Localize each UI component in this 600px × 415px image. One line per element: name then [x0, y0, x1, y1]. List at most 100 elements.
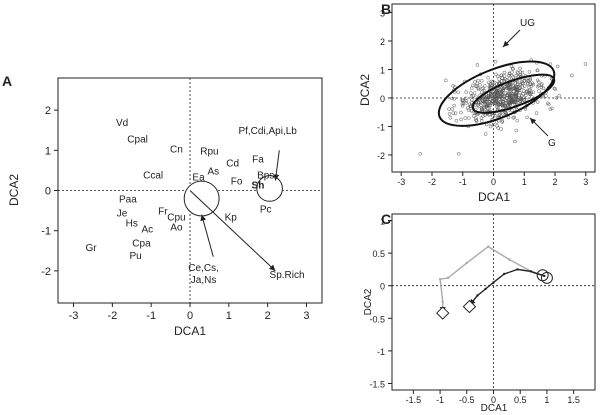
panel-b-point — [471, 93, 475, 98]
panel-b-point — [518, 90, 522, 95]
panel-b-group-label: UG — [520, 18, 535, 29]
panel-b-point — [529, 84, 533, 89]
panel-c-series-point — [465, 261, 468, 265]
panel-a-ytick-label: -1 — [41, 226, 51, 238]
panel-b-ytick-label: 1 — [380, 65, 385, 75]
panel-a-annotation: Ja,Ns — [191, 275, 217, 286]
panel-b-ytick-label: 3 — [380, 9, 385, 19]
panel-a-xtick-label: 1 — [226, 310, 232, 322]
panel-a-arrow — [273, 150, 280, 181]
panel-b-point — [497, 113, 501, 118]
panel-b-point — [464, 90, 468, 94]
panel-b-point — [521, 92, 525, 96]
panel-b-point — [475, 63, 480, 67]
panel-b-point — [507, 86, 511, 90]
panel-b-xtick-label: 1 — [522, 177, 527, 187]
panel-b-point — [535, 78, 540, 83]
panel-b-point — [495, 74, 500, 79]
panel-b-point — [514, 128, 518, 133]
species-label: Pc — [260, 205, 272, 216]
panel-b-point — [498, 100, 502, 105]
panel-b-point — [448, 116, 453, 120]
panel-b-point — [502, 74, 507, 78]
panel-b-point — [550, 106, 554, 111]
panel-b-point — [508, 103, 512, 107]
panel-b-point — [452, 103, 456, 108]
species-label: Pu — [130, 251, 142, 262]
panel-b-point — [460, 104, 465, 108]
panel-b-point — [481, 114, 485, 118]
panel-b-point — [467, 102, 472, 107]
panel-b-point — [518, 82, 522, 86]
panel-b-point — [490, 97, 495, 101]
panel-b-point — [535, 68, 540, 73]
panel-b-point — [552, 86, 557, 91]
panel-b-group-label: G — [548, 138, 556, 149]
panel-b-point — [492, 96, 497, 101]
panel-c-diamond-marker — [436, 306, 450, 320]
species-label: Fa — [252, 154, 264, 165]
panel-b-point — [525, 115, 529, 120]
panel-b-point — [514, 74, 519, 78]
panel-b-point — [546, 101, 550, 106]
panel-b-point — [510, 70, 514, 75]
species-label: Bps — [257, 170, 274, 181]
panel-b-point — [456, 90, 460, 95]
panel-b-point — [500, 97, 505, 102]
panel-b-point — [510, 66, 515, 71]
panel-a-arrow — [189, 190, 276, 272]
panel-b-point — [497, 77, 501, 81]
panel-b-point — [531, 90, 536, 94]
panel-b-point — [520, 79, 524, 84]
panel-b-point — [515, 70, 520, 74]
panel-b-point — [469, 94, 474, 98]
panel-b-point — [511, 86, 515, 91]
panel-c-xtick-label: -1 — [436, 395, 444, 405]
species-label: Cn — [170, 144, 183, 155]
panel-b-point — [476, 104, 481, 109]
panel-b-point — [479, 78, 484, 83]
panel-a-annotation: Sp.Rich — [270, 270, 305, 281]
panel-b-point — [553, 87, 557, 91]
panel-a-ytick-label: -2 — [41, 266, 51, 278]
panel-b-point — [495, 93, 499, 97]
panel-b-point — [510, 95, 514, 99]
panel-b-point — [481, 86, 485, 90]
panel-b-point — [501, 86, 506, 90]
panel-c-series-point — [486, 245, 490, 248]
panel-c-ytick-label: 1 — [380, 217, 385, 227]
panel-c-series-point — [446, 276, 450, 280]
panel-b-point — [511, 116, 516, 120]
panel-c-series-point — [529, 270, 533, 273]
panel-b-point — [520, 70, 525, 75]
panel-b-point — [522, 79, 527, 83]
species-label: Ac — [141, 225, 153, 236]
species-label: Rpu — [200, 146, 218, 157]
panel-a-xtick-label: 0 — [187, 310, 193, 322]
panel-b-xlabel: DCA1 — [478, 190, 510, 204]
panel-b-point — [583, 62, 588, 66]
panel-b-point — [512, 92, 517, 96]
panel-b-point — [478, 82, 482, 87]
panel-b-point — [450, 96, 454, 101]
panel-b-point — [474, 84, 479, 89]
species-label: Ea — [192, 172, 205, 183]
panel-b-point — [539, 85, 544, 90]
panel-b-point — [498, 95, 503, 99]
panel-b-point — [530, 95, 534, 99]
panel-b-ytick-label: -1 — [377, 122, 385, 132]
panel-c-xtick-label: 0 — [491, 395, 496, 405]
panel-b-point — [507, 87, 511, 91]
panel-b-point — [511, 98, 515, 102]
species-label: Je — [117, 209, 128, 220]
panel-b-point — [488, 92, 493, 97]
panel-b-point — [494, 72, 498, 77]
panel-b-point — [495, 82, 499, 86]
panel-b-point — [471, 114, 476, 118]
panel-b-point — [453, 111, 458, 115]
panel-b-point — [479, 90, 484, 94]
panel-b-point — [500, 119, 505, 123]
panel-b-point — [547, 102, 551, 107]
panel-b-point — [506, 100, 511, 104]
panel-b-point — [489, 79, 494, 84]
